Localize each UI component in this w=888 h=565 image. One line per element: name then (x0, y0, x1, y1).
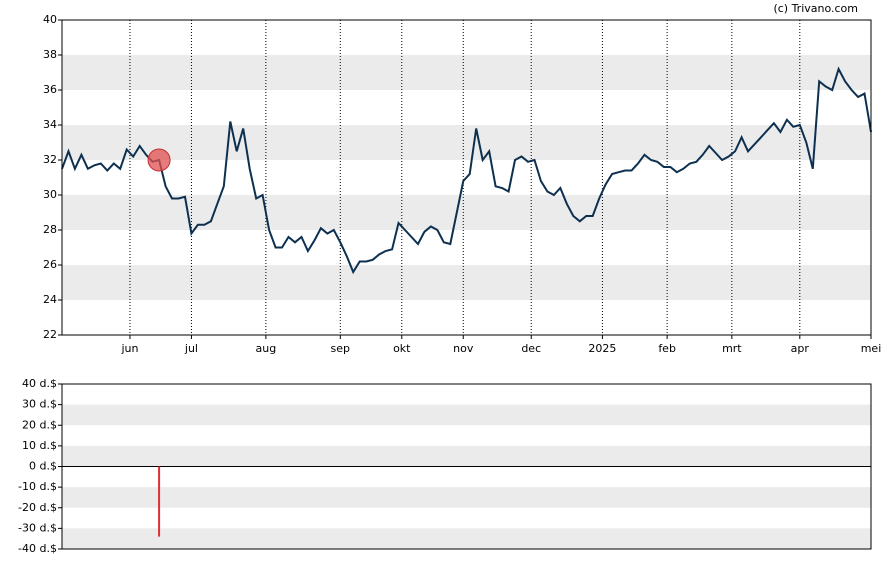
x-tick-label: okt (393, 342, 411, 355)
grid-band (62, 528, 871, 549)
grid-band (62, 125, 871, 160)
x-tick-label: jul (184, 342, 198, 355)
y-tick-label: 10 d.$ (22, 439, 57, 452)
y-tick-label: 26 (43, 258, 57, 271)
price-line (61, 66, 872, 275)
grid-band (62, 445, 871, 467)
grid-band (62, 487, 871, 508)
x-tick-label: mrt (722, 342, 742, 355)
grid-band (62, 265, 871, 300)
y-tick-label: 24 (43, 293, 57, 306)
x-tick-label: sep (331, 342, 350, 355)
y-tick-label: -40 d.$ (18, 542, 57, 555)
plot-frame (61, 19, 872, 336)
y-tick-label: 30 (43, 188, 57, 201)
grid-band (62, 195, 871, 230)
x-tick-label: mei (861, 342, 882, 355)
x-tick-label: feb (658, 342, 676, 355)
x-tick-label: jun (120, 342, 138, 355)
y-tick-label: 30 d.$ (22, 398, 57, 411)
x-tick-label: 2025 (588, 342, 616, 355)
y-tick-label: 20 d.$ (22, 418, 57, 431)
grid-band (62, 404, 871, 426)
y-tick-label: 36 (43, 83, 57, 96)
x-tick-label: apr (791, 342, 810, 355)
source-label: (c) Trivano.com (773, 2, 858, 15)
y-tick-label: 34 (43, 118, 57, 131)
y-tick-label: -30 d.$ (18, 521, 57, 534)
grid-band (62, 55, 871, 90)
y-tick-label: 38 (43, 48, 57, 61)
y-tick-label: 28 (43, 223, 57, 236)
signal-marker (147, 148, 171, 172)
plot-frame (61, 383, 872, 550)
x-tick-label: nov (453, 342, 474, 355)
x-tick-label: dec (521, 342, 541, 355)
y-tick-label: 32 (43, 153, 57, 166)
y-tick-label: -20 d.$ (18, 501, 57, 514)
y-tick-label: 0 d.$ (29, 460, 57, 473)
y-tick-label: 40 d.$ (22, 377, 57, 390)
x-tick-label: aug (256, 342, 277, 355)
y-tick-label: -10 d.$ (18, 480, 57, 493)
y-tick-label: 40 (43, 13, 57, 26)
y-tick-label: 22 (43, 328, 57, 341)
